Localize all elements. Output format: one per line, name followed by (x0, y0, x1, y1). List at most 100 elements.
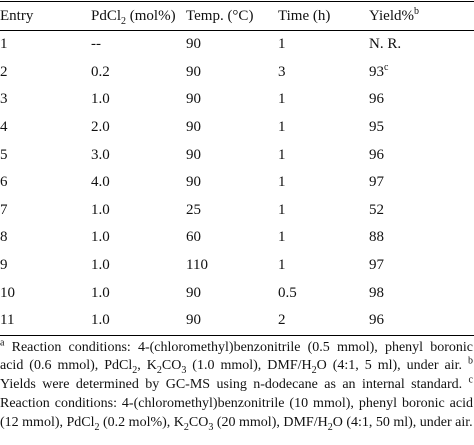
cell-text: 88 (369, 229, 384, 246)
cell-text: -- (91, 36, 101, 53)
text: Yields were determined by GC-MS using n-… (0, 377, 469, 393)
table-row: 3 1.0 90 1 96 (0, 86, 474, 114)
table-cell: 90 (186, 114, 278, 142)
superscript: c (468, 374, 473, 386)
cell-text: 2 (0, 63, 8, 80)
column-header: Temp. (°C) (186, 2, 278, 31)
text: Time (h) (278, 7, 331, 24)
table-cell: 2 (0, 59, 91, 87)
cell-text: 90 (186, 312, 201, 329)
table-cell: 1.0 (91, 307, 186, 335)
table-cell: 4.0 (91, 169, 186, 197)
table-cell: 7 (0, 197, 91, 225)
cell-text: 96 (369, 146, 384, 163)
cell-text: 2.0 (91, 119, 110, 136)
table-cell: 1 (278, 86, 369, 114)
table-row: 8 1.0 60 1 88 (0, 224, 474, 252)
cell-text: 3.0 (91, 146, 110, 163)
table-cell: 97 (369, 252, 474, 280)
cell-text: 90 (186, 36, 201, 53)
cell-text: 0.5 (278, 284, 297, 301)
table-cell: 90 (186, 169, 278, 197)
text: O (4:1, 50 ml), under air. (332, 414, 473, 430)
superscript: a (0, 336, 5, 348)
cell-text: 1 (0, 36, 8, 53)
table-cell: 6 (0, 169, 91, 197)
subscript: 2 (327, 421, 333, 433)
table-row: 11 1.0 90 2 96 (0, 307, 474, 336)
table-row: 1 -- 90 1 N. R. (0, 31, 474, 59)
table-cell: 90 (186, 279, 278, 307)
cell-text: 8 (0, 229, 8, 246)
table-row: 4 2.0 90 1 95 (0, 114, 474, 142)
table-cell: 3.0 (91, 141, 186, 169)
cell-text: 1 (278, 91, 286, 108)
text: (0.2 mol%), K (99, 414, 184, 430)
table-cell: 25 (186, 197, 278, 225)
table-row: 10 1.0 90 0.5 98 (0, 279, 474, 307)
subscript: 2 (311, 365, 317, 377)
text: CO (161, 358, 182, 374)
table-cell: 1.0 (91, 279, 186, 307)
cell-text: 5 (0, 146, 8, 163)
header-row: Entry PdCl2 (mol%) Temp. (°C) Time (h) Yield… (0, 1, 474, 31)
table-header: Entry PdCl2 (mol%) Temp. (°C) Time (h) Yield… (0, 1, 474, 31)
cell-text: 1.0 (91, 312, 110, 329)
cell-text: 9 (0, 257, 8, 274)
table-cell: 1.0 (91, 197, 186, 225)
cell-text: 90 (186, 63, 201, 80)
subscript: 2 (94, 421, 100, 433)
cell-text: 0.2 (91, 63, 110, 80)
column-header: Time (h) (278, 2, 369, 31)
table-cell: 97 (369, 169, 474, 197)
cell-text: 90 (186, 119, 201, 136)
table-cell: 0.2 (91, 59, 186, 87)
cell-text: 1 (278, 146, 286, 163)
cell-text: 97 (369, 257, 384, 274)
cell-text: 6 (0, 174, 8, 191)
table-cell: 96 (369, 86, 474, 114)
text: Entry (0, 7, 34, 24)
subscript: 3 (208, 421, 214, 433)
cell-text: 96 (369, 312, 384, 329)
cell-text: 90 (186, 284, 201, 301)
cell-text: 1 (278, 174, 286, 191)
column-header: Entry (0, 2, 91, 31)
cell-text: 96 (369, 91, 384, 108)
text: (mol%) (126, 7, 176, 24)
subscript: 3 (181, 365, 187, 377)
cell-text: 2 (278, 312, 286, 329)
text: (1.0 mmol), DMF/H (186, 358, 312, 374)
text: Yield% (369, 7, 414, 24)
text: (20 mmol), DMF/H (213, 414, 328, 430)
table-cell: 1 (278, 197, 369, 225)
table-cell: 1 (278, 114, 369, 142)
table-cell: 96 (369, 307, 474, 335)
text: Temp. (°C) (186, 7, 254, 24)
cell-text: 1 (278, 36, 286, 53)
table-cell: 90 (186, 31, 278, 59)
cell-text: 1 (278, 257, 286, 274)
text: Reaction conditions: 4-(chloromethyl)ben… (0, 339, 473, 374)
table-cell: 93c (369, 59, 474, 87)
table-cell: 96 (369, 141, 474, 169)
table-row: 5 3.0 90 1 96 (0, 141, 474, 169)
cell-text: 4 (0, 119, 8, 136)
superscript: b (468, 355, 473, 367)
subscript: 2 (132, 365, 138, 377)
table-cell: 10 (0, 279, 91, 307)
table-cell: 0.5 (278, 279, 369, 307)
cell-text: 95 (369, 119, 384, 136)
cell-text: 90 (186, 174, 201, 191)
superscript: c (384, 61, 389, 73)
column-header: PdCl2 (mol%) (91, 2, 186, 31)
cell-text: 1 (278, 229, 286, 246)
cell-text: 1.0 (91, 201, 110, 218)
cell-text: 1 (278, 119, 286, 136)
cell-text: 25 (186, 201, 201, 218)
table-cell: 98 (369, 279, 474, 307)
table-cell: 1.0 (91, 86, 186, 114)
table-cell: 9 (0, 252, 91, 280)
cell-text: 1 (278, 201, 286, 218)
